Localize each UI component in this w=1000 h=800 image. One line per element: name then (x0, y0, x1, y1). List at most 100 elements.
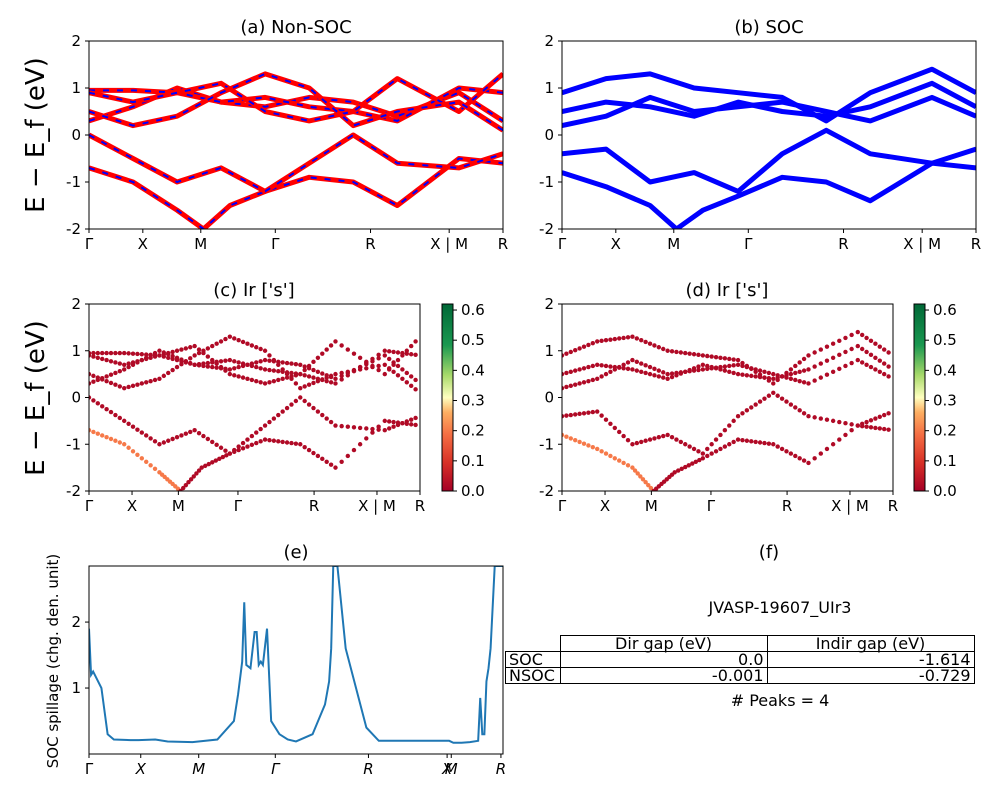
band-point (647, 371, 653, 377)
band-line-0 (562, 160, 976, 229)
band-point (590, 444, 596, 450)
band-point (617, 429, 622, 435)
band-point (386, 349, 392, 354)
band-point (183, 431, 189, 436)
band-point (306, 402, 312, 407)
band-point (351, 368, 357, 373)
band-point (753, 374, 758, 379)
band-point (130, 351, 136, 356)
band-point (749, 439, 754, 444)
band-point (855, 357, 860, 363)
band-point (740, 360, 745, 366)
band-point (603, 338, 609, 343)
band-point (214, 341, 219, 346)
band-point (595, 362, 600, 367)
band-point (306, 382, 312, 387)
band-point (581, 441, 587, 446)
band-point (612, 425, 618, 431)
band-point (408, 422, 414, 427)
band-point (210, 343, 215, 349)
band-point (382, 418, 387, 424)
band-point (201, 348, 206, 353)
band-point (731, 363, 736, 368)
band-point (625, 366, 631, 372)
band-point (122, 350, 127, 356)
band-point (232, 366, 237, 371)
band-point (727, 363, 732, 369)
band-point (262, 357, 268, 363)
band-point (886, 364, 891, 369)
row-label: NSOC (505, 667, 561, 684)
band-point (766, 370, 772, 376)
band-point (205, 346, 211, 351)
band-point (806, 414, 811, 419)
band-point (183, 346, 189, 351)
band-point (218, 364, 224, 370)
band-point (735, 371, 741, 377)
band-point (224, 453, 229, 458)
band-point (608, 337, 613, 342)
y-tick-label: -1 (66, 435, 81, 453)
band-point (634, 440, 640, 446)
plot-area-d (562, 329, 891, 491)
band-point (788, 402, 794, 407)
band-point (339, 370, 344, 376)
band-point (590, 377, 596, 383)
band-point (395, 357, 401, 363)
band-point (91, 429, 96, 435)
band-point (744, 373, 750, 378)
band-point (793, 453, 798, 459)
x-tick-label: Γ (85, 760, 94, 778)
band-point (665, 376, 670, 381)
band-point (188, 361, 193, 366)
band-point (693, 459, 699, 464)
band-point (223, 448, 228, 453)
band-point (683, 464, 688, 470)
band-point (302, 373, 307, 378)
band-point (661, 433, 666, 439)
band-point (676, 468, 681, 473)
band-point (568, 369, 574, 374)
colorbar-tick-label: 0.0 (933, 482, 957, 500)
band-point (148, 436, 153, 441)
band-point (830, 355, 836, 360)
band-point (643, 438, 648, 443)
band-point (280, 439, 285, 445)
band-point (581, 411, 587, 416)
band-point (89, 353, 92, 358)
band-point (183, 482, 189, 488)
band-point (599, 449, 604, 454)
x-tick-label: Γ (707, 497, 716, 515)
band-point (718, 432, 723, 438)
band-point (214, 442, 219, 448)
axes-frame (561, 303, 894, 492)
x-tick-label: M (645, 497, 658, 515)
band-point (126, 351, 131, 356)
x-tick-label: X (611, 235, 621, 253)
band-point (864, 362, 869, 367)
band-point (599, 363, 604, 368)
band-point (391, 362, 396, 367)
band-point (351, 425, 357, 430)
band-point (775, 444, 780, 449)
panel-c-title: (c) Ir ['s'] (213, 280, 294, 301)
band-point (678, 371, 684, 376)
y-tick-label: 2 (544, 32, 554, 50)
band-point (632, 468, 638, 473)
band-point (166, 355, 171, 360)
band-point (586, 410, 591, 415)
band-point (130, 383, 136, 389)
band-point (788, 451, 794, 456)
band-point (400, 376, 405, 381)
band-point (205, 360, 211, 366)
y-tick-label: 1 (71, 79, 81, 97)
band-point (311, 375, 316, 380)
band-point (824, 344, 830, 349)
band-point (302, 398, 307, 404)
colorbar-c (441, 303, 454, 492)
band-point (661, 346, 666, 352)
band-point (249, 363, 255, 369)
band-point (262, 423, 268, 428)
band-point (174, 435, 180, 440)
